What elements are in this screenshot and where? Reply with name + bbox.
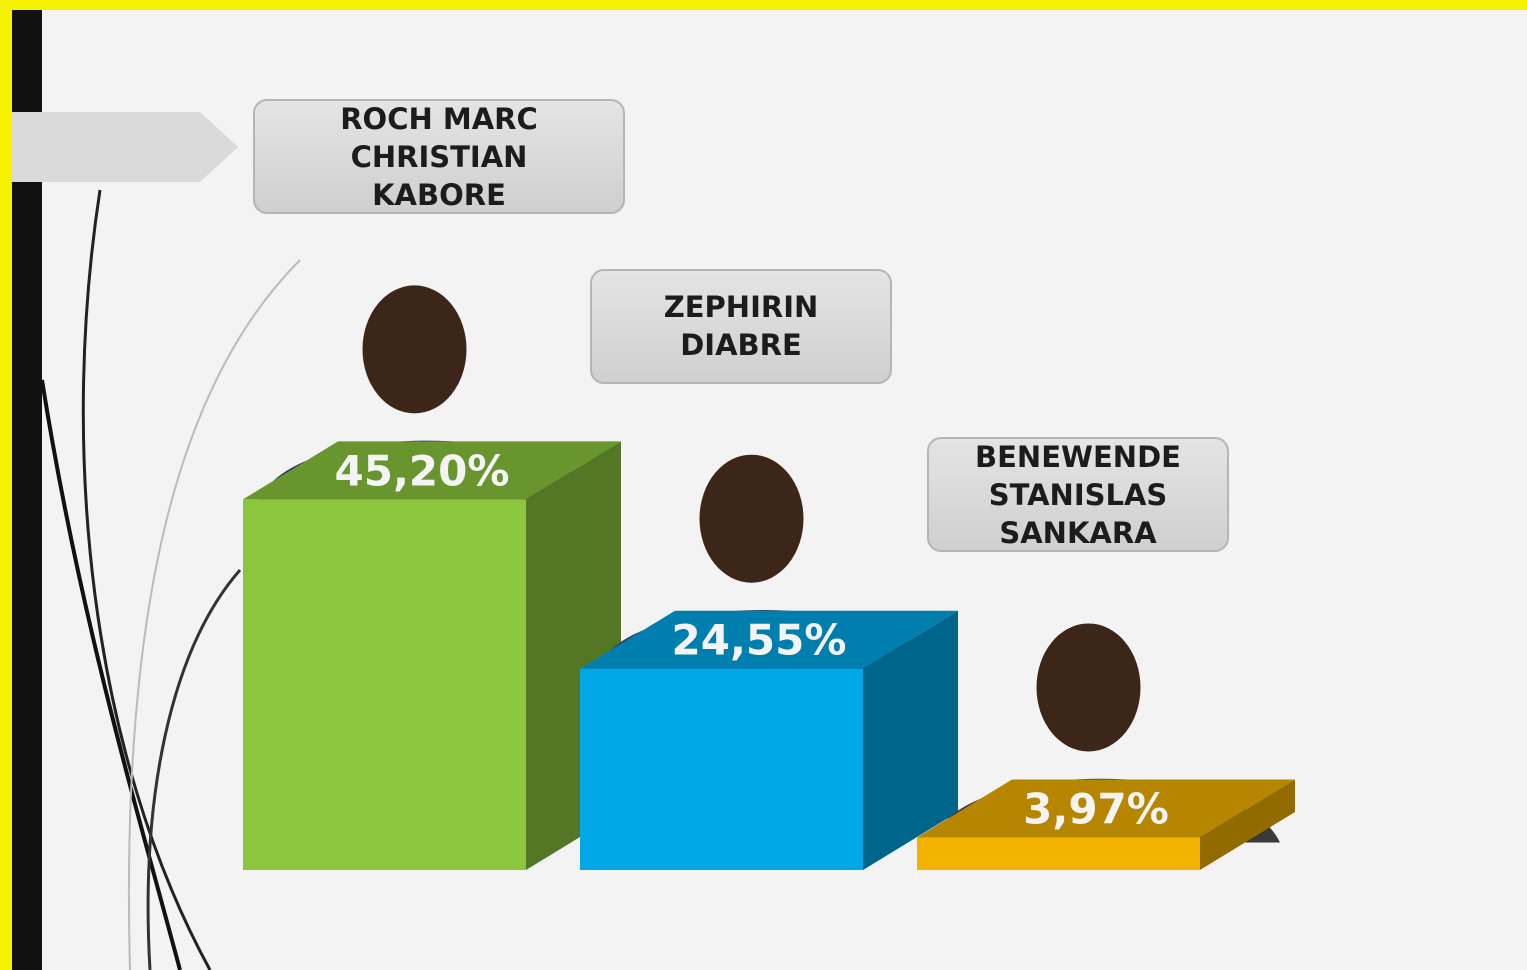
candidate-name: BENEWENDE STANISLAS SANKARA [927, 437, 1229, 553]
deco-curve [146, 569, 242, 970]
value-label: 3,97% [1023, 784, 1169, 833]
person-head [1036, 623, 1141, 752]
candidate-name: ZEPHIRIN DIABRE [590, 268, 892, 384]
arrow-shape [12, 112, 238, 182]
value-label: 45,20% [335, 446, 510, 495]
bar [243, 499, 526, 870]
value-label: 24,55% [672, 616, 847, 665]
bar-side [863, 610, 958, 870]
bar-top [243, 441, 621, 500]
deco-curve [40, 379, 182, 970]
person-head [362, 285, 467, 414]
deco-curve [81, 189, 212, 970]
bar-top [917, 779, 1295, 838]
bar [917, 837, 1200, 870]
bar-top [580, 610, 958, 669]
deco-curve [127, 259, 301, 970]
person-head [699, 454, 804, 583]
left-border [0, 0, 12, 970]
top-border [0, 0, 1527, 10]
bar [580, 668, 863, 870]
candidate-name: ROCH MARC CHRISTIAN KABORE [253, 99, 625, 215]
bar-side [1200, 779, 1295, 870]
